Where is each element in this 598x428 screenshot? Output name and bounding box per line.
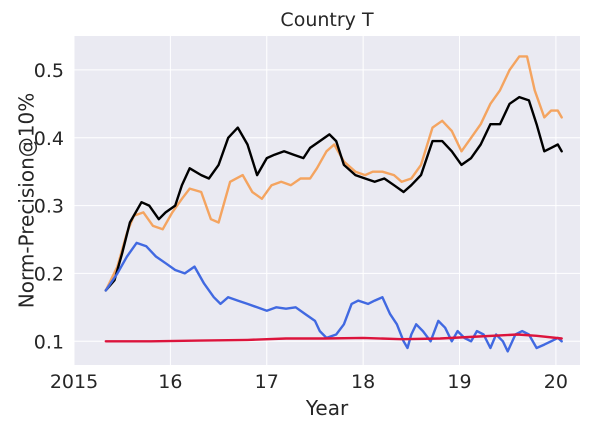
y-tick-label: 0.3 xyxy=(34,196,64,218)
series-line-2 xyxy=(104,95,563,292)
x-tick-label: 19 xyxy=(447,371,471,393)
y-tick-label: 0.2 xyxy=(34,263,64,285)
series-lines xyxy=(104,55,563,353)
y-tick-label: 0.1 xyxy=(34,331,64,353)
y-axis-label: Norm-Precision@10% xyxy=(15,93,39,308)
chart-title: Country T xyxy=(280,9,374,31)
y-axis-ticks: 0.1 0.2 0.3 0.4 0.5 xyxy=(34,60,64,353)
x-axis-label: Year xyxy=(305,396,349,420)
series-line-4 xyxy=(104,333,563,343)
x-tick-label: 18 xyxy=(351,371,375,393)
x-tick-label: 17 xyxy=(255,371,279,393)
x-tick-label: 20 xyxy=(544,371,568,393)
y-tick-label: 0.5 xyxy=(34,60,64,82)
x-tick-label: 16 xyxy=(158,371,182,393)
y-tick-label: 0.4 xyxy=(34,128,64,150)
plot-background xyxy=(74,36,580,365)
x-axis-ticks: 2015 16 17 18 19 20 xyxy=(50,371,568,393)
plot-area xyxy=(73,36,580,365)
x-tick-label: 2015 xyxy=(50,371,98,393)
